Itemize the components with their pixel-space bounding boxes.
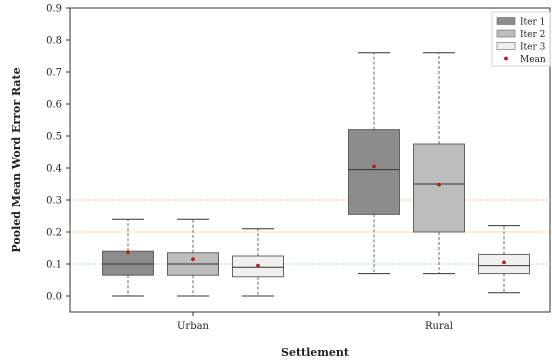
y-tick-label: 0.2 [46,228,62,239]
iqr-box [102,250,154,276]
y-tick-label: 0.8 [46,36,62,47]
legend-label: Iter 3 [520,43,546,53]
iqr-box [413,143,465,233]
x-axis: Urban Rural [177,312,453,332]
legend: Iter 1 Iter 2 Iter 3 Mean [491,11,551,67]
y-tick-label: 0.1 [46,260,62,271]
mean-marker [256,263,260,268]
mean-marker [437,182,441,187]
mean-marker [126,250,130,255]
y-tick-label: 0.0 [46,292,62,303]
reference-lines [70,199,550,265]
y-tick-label: 0.3 [46,196,62,207]
y-tick-label: 0.4 [46,164,62,175]
box-iter-3-rural [478,225,530,294]
legend-swatch [496,29,516,38]
y-axis-title: Pooled Mean Word Error Rate [10,67,23,252]
iqr-box [348,129,400,215]
legend-swatch [496,42,516,50]
y-tick-label: 0.9 [46,4,62,15]
box-iter-1-urban [102,218,154,297]
y-axis: 0.0 0.1 0.2 0.3 0.4 0.5 0.6 0.7 0.8 0.9 [46,4,70,303]
mean-marker [372,164,376,169]
mean-marker [502,260,506,265]
x-axis-title: Settlement [281,346,350,359]
x-tick-label: Urban [177,321,210,332]
legend-label: Iter 2 [520,30,545,40]
box-iter-1-rural [348,52,400,275]
legend-mean-marker [504,56,508,61]
plot-frame [69,7,551,313]
y-tick-label: 0.7 [46,68,62,79]
box-iter-3-urban [232,228,284,297]
y-tick-label: 0.6 [46,100,62,111]
box-iter-2-urban [167,218,219,297]
legend-mean-label: Mean [520,55,546,65]
boxes [102,52,530,297]
box-iter-2-rural [413,52,465,275]
legend-label: Iter 1 [520,18,545,28]
x-tick-label: Rural [425,321,453,332]
mean-marker [191,257,195,262]
y-tick-label: 0.5 [46,132,62,143]
legend-swatch [496,17,516,25]
